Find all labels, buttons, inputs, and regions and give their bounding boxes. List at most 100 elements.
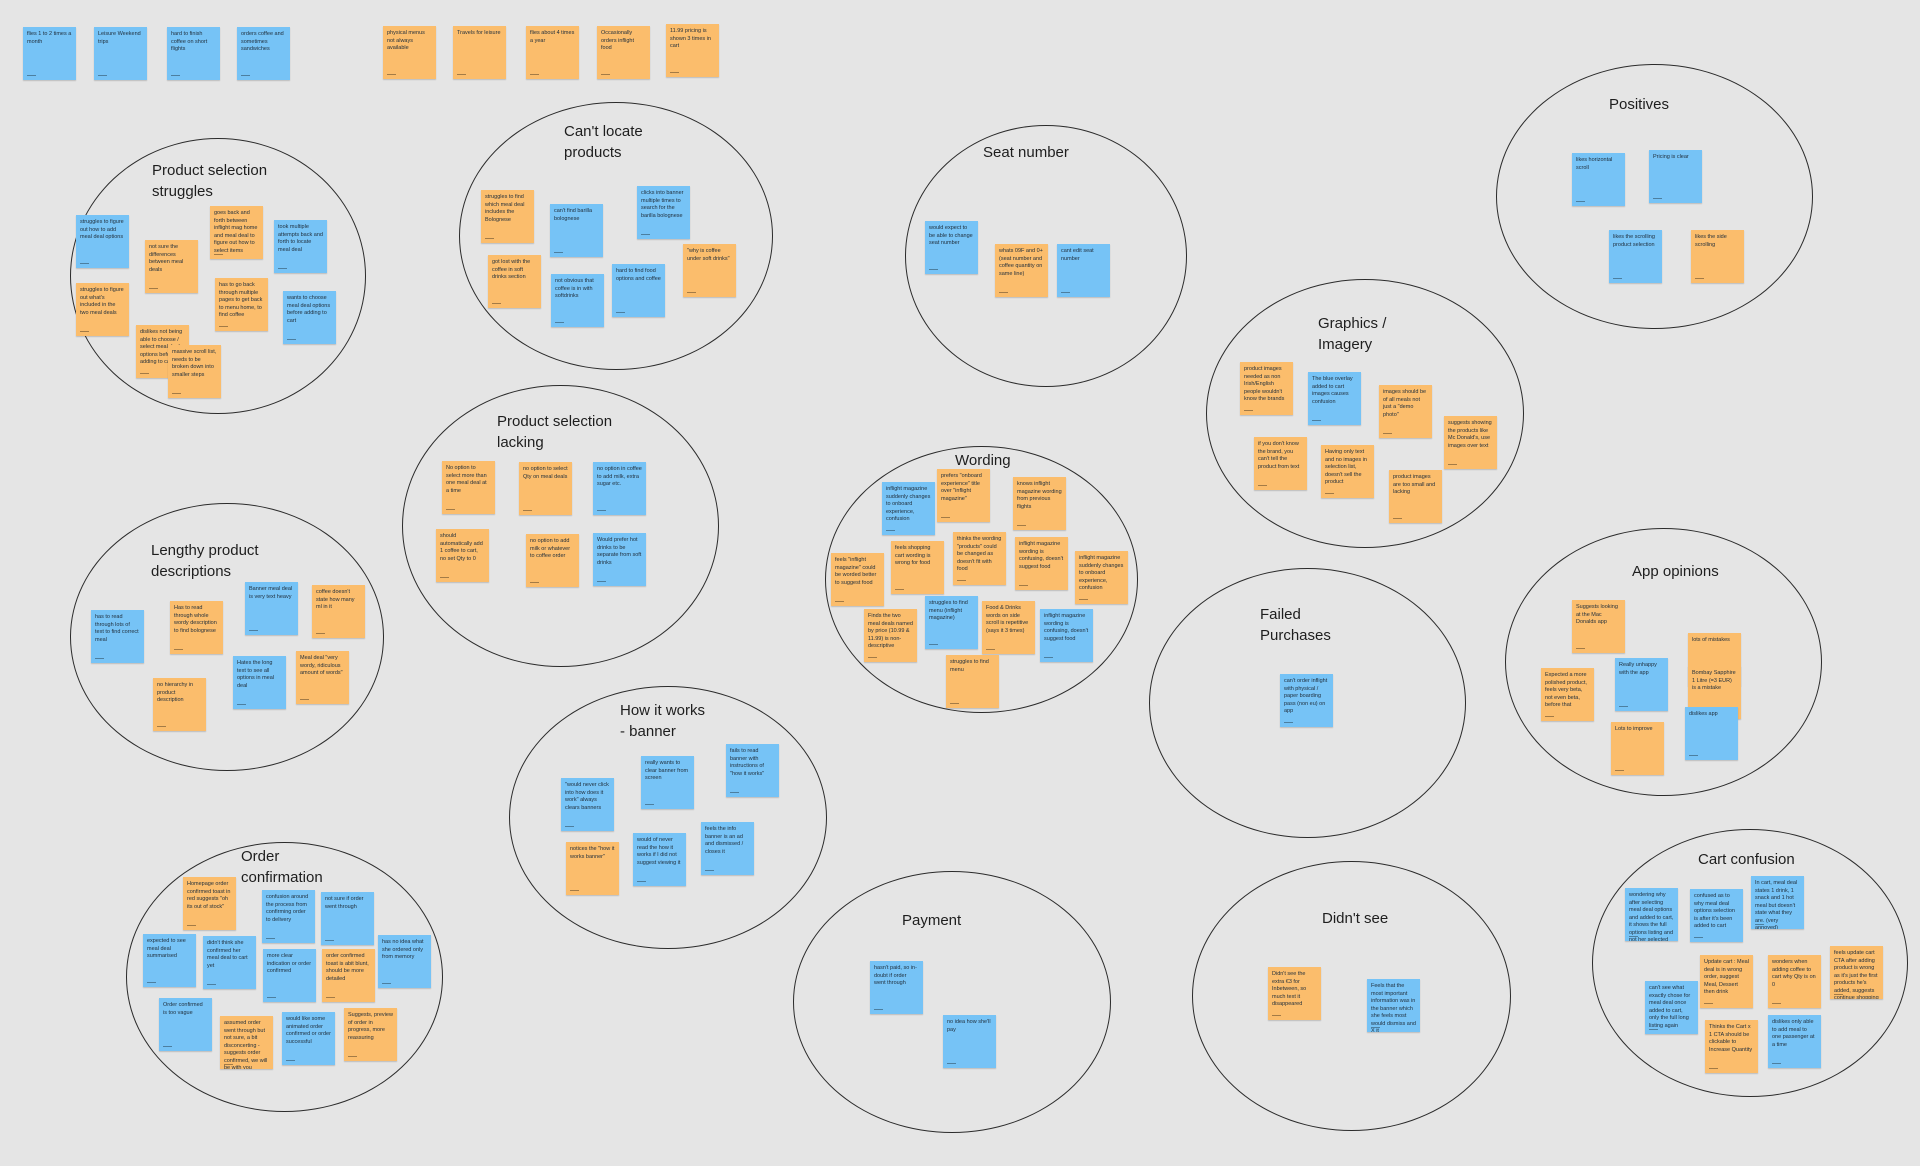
cluster-sticky-note[interactable]: clicks into banner multiple times to sea… [637,186,690,239]
cluster-sticky-note[interactable]: inflight magazine suddenly changes to on… [1075,551,1128,604]
cluster-sticky-note[interactable]: dislikes app [1685,707,1738,760]
cluster-sticky-note[interactable]: can't order inflight with physical / pap… [1280,674,1333,727]
cluster-sticky-note[interactable]: confusion around the process from confir… [262,890,315,943]
cluster-sticky-note[interactable]: Suggests, preview of order in progress, … [344,1008,397,1061]
cluster-sticky-note[interactable]: Homepage order confirmed toast in red su… [183,877,236,930]
cluster-sticky-note[interactable]: massive scroll list, needs to be broken … [168,345,221,398]
cluster-sticky-note[interactable]: took multiple attempts back and forth to… [274,220,327,273]
cluster-sticky-note[interactable]: struggles to find which meal deal includ… [481,190,534,243]
cluster-sticky-note[interactable]: feels shopping cart wording is wrong for… [891,541,944,594]
cluster-sticky-note[interactable]: no idea how she'll pay [943,1015,996,1068]
cluster-sticky-note[interactable]: if you don't know the brand, you can't t… [1254,437,1307,490]
cluster-ellipse[interactable] [509,686,827,949]
cluster-sticky-note[interactable]: Having only text and no images in select… [1321,445,1374,498]
cluster-ellipse[interactable] [402,385,719,667]
cluster-sticky-note[interactable]: no hierarchy in product description [153,678,206,731]
cluster-sticky-note[interactable]: wondering why after selecting meal deal … [1625,888,1678,941]
cluster-sticky-note[interactable]: would like some animated order confirmed… [282,1012,335,1065]
cluster-sticky-note[interactable]: Really unhappy with the app [1615,658,1668,711]
cluster-sticky-note[interactable]: can't see what exactly chose for meal de… [1645,981,1698,1034]
cluster-sticky-note[interactable]: expected to see meal deal summarised [143,934,196,987]
cluster-ellipse[interactable] [70,503,384,771]
cluster-sticky-note[interactable]: not sure the differences between meal de… [145,240,198,293]
cluster-sticky-note[interactable]: Lots to improve [1611,722,1664,775]
cluster-sticky-note[interactable]: struggles to find menu [946,655,999,708]
cluster-sticky-note[interactable]: no option to add milk or whatever to cof… [526,534,579,587]
loose-sticky-note[interactable]: flies about 4 times a year [526,26,579,79]
cluster-sticky-note[interactable]: Hates the long text to see all options i… [233,656,286,709]
cluster-sticky-note[interactable]: product images are too small and lacking [1389,470,1442,523]
cluster-sticky-note[interactable]: whats 09F and 0+ (seat number and coffee… [995,244,1048,297]
cluster-sticky-note[interactable]: thinks the wording "products" could be c… [953,532,1006,585]
loose-sticky-note[interactable]: flies 1 to 2 times a month [23,27,76,80]
cluster-sticky-note[interactable]: should automatically add 1 coffee to car… [436,529,489,582]
cluster-sticky-note[interactable]: "why is coffee under soft drinks" [683,244,736,297]
cluster-sticky-note[interactable]: can't find barilla bolognese [550,204,603,257]
cluster-sticky-note[interactable]: No option to select more than one meal d… [442,461,495,514]
cluster-ellipse[interactable] [905,125,1187,387]
cluster-sticky-note[interactable]: struggles to find menu (inflight magazin… [925,596,978,649]
cluster-sticky-note[interactable]: Pricing is clear [1649,150,1702,203]
cluster-sticky-note[interactable]: no option to select Qty on meal deals [519,462,572,515]
cluster-sticky-note[interactable]: inflight magazine wording is confusing, … [1040,609,1093,662]
cluster-sticky-note[interactable]: has to go back through multiple pages to… [215,278,268,331]
cluster-sticky-note[interactable]: struggles to figure out what's included … [76,283,129,336]
cluster-sticky-note[interactable]: images should be of all meals not just a… [1379,385,1432,438]
cluster-sticky-note[interactable]: goes back and forth between inflight mag… [210,206,263,259]
cluster-ellipse[interactable] [1149,568,1466,838]
cluster-sticky-note[interactable]: inflight magazine suddenly changes to on… [882,482,935,535]
cluster-sticky-note[interactable]: wonders when adding coffee to cart why Q… [1768,955,1821,1008]
cluster-sticky-note[interactable]: Finds the two meal deals named by price … [864,609,917,662]
cluster-sticky-note[interactable]: got lost with the coffee in soft drinks … [488,255,541,308]
cluster-sticky-note[interactable]: likes the side scrolling [1691,230,1744,283]
cluster-ellipse[interactable] [793,871,1111,1133]
cluster-sticky-note[interactable]: The blue overlay added to cart images ca… [1308,372,1361,425]
cluster-sticky-note[interactable]: not sure if order went through [321,892,374,945]
cluster-sticky-note[interactable]: notices the "how it works banner" [566,842,619,895]
cluster-sticky-note[interactable]: assumed order went through but not sure,… [220,1016,273,1069]
cluster-sticky-note[interactable]: suggests showing the products like Mc Do… [1444,416,1497,469]
cluster-sticky-note[interactable]: no option in coffee to add milk, extra s… [593,462,646,515]
cluster-ellipse[interactable] [1192,861,1511,1131]
cluster-sticky-note[interactable]: knows inflight magazine wording from pre… [1013,477,1066,530]
loose-sticky-note[interactable]: orders coffee and sometimes sandwiches [237,27,290,80]
cluster-sticky-note[interactable]: hasn't paid, so in-doubt if order went t… [870,961,923,1014]
cluster-sticky-note[interactable]: would of never read the how it works if … [633,833,686,886]
cluster-sticky-note[interactable]: struggles to figure out how to add meal … [76,215,129,268]
cluster-sticky-note[interactable]: cant edit seat number [1057,244,1110,297]
cluster-sticky-note[interactable]: Suggests looking at the Mac Donalds app [1572,600,1625,653]
cluster-sticky-note[interactable]: Food & Drinks words on side scroll is re… [982,601,1035,654]
loose-sticky-note[interactable]: Occasionally orders inflight food [597,26,650,79]
cluster-sticky-note[interactable]: Meal deal "very wordy, ridiculous amount… [296,651,349,704]
cluster-sticky-note[interactable]: Has to read through whole wordy descript… [170,601,223,654]
loose-sticky-note[interactable]: 11.99 pricing is shown 3 times in cart [666,24,719,77]
loose-sticky-note[interactable]: Travels for leisure [453,26,506,79]
cluster-ellipse[interactable] [70,138,366,414]
cluster-sticky-note[interactable]: has no idea what she ordered only from m… [378,935,431,988]
cluster-sticky-note[interactable]: hard to find food options and coffee [612,264,665,317]
cluster-sticky-note[interactable]: feels the info banner is an ad and dismi… [701,822,754,875]
cluster-sticky-note[interactable]: not obvious that coffee is in with softd… [551,274,604,327]
loose-sticky-note[interactable]: hard to finish coffee on short flights [167,27,220,80]
cluster-sticky-note[interactable]: has to read through lots of text to find… [91,610,144,663]
cluster-sticky-note[interactable]: likes horizontal scroll [1572,153,1625,206]
cluster-sticky-note[interactable]: inflight magazine wording is confusing, … [1015,537,1068,590]
cluster-sticky-note[interactable]: fails to read banner with instructions o… [726,744,779,797]
cluster-ellipse[interactable] [459,102,773,370]
cluster-sticky-note[interactable]: confused as to why meal deal options sel… [1690,889,1743,942]
cluster-sticky-note[interactable]: dislikes only able to add meal to one pa… [1768,1015,1821,1068]
cluster-ellipse[interactable] [1496,64,1813,329]
cluster-sticky-note[interactable]: product images needed as non Irish/Engli… [1240,362,1293,415]
cluster-sticky-note[interactable]: Thinks the Cart x 1 CTA should be clicka… [1705,1020,1758,1073]
cluster-sticky-note[interactable]: more clear indication or order confirmed [263,949,316,1002]
cluster-ellipse[interactable] [1592,829,1908,1097]
cluster-sticky-note[interactable]: Banner meal deal is very text heavy [245,582,298,635]
cluster-sticky-note[interactable]: wants to choose meal deal options before… [283,291,336,344]
cluster-sticky-note[interactable]: Didn't see the extra €3 for Inbetween, s… [1268,967,1321,1020]
cluster-sticky-note[interactable]: "would never click into how does it work… [561,778,614,831]
cluster-sticky-note[interactable]: feels update cart CTA after adding produ… [1830,946,1883,999]
loose-sticky-note[interactable]: Leisure Weekend trips [94,27,147,80]
cluster-sticky-note[interactable]: Expected a more polished product, feels … [1541,668,1594,721]
loose-sticky-note[interactable]: physical menus not always available [383,26,436,79]
